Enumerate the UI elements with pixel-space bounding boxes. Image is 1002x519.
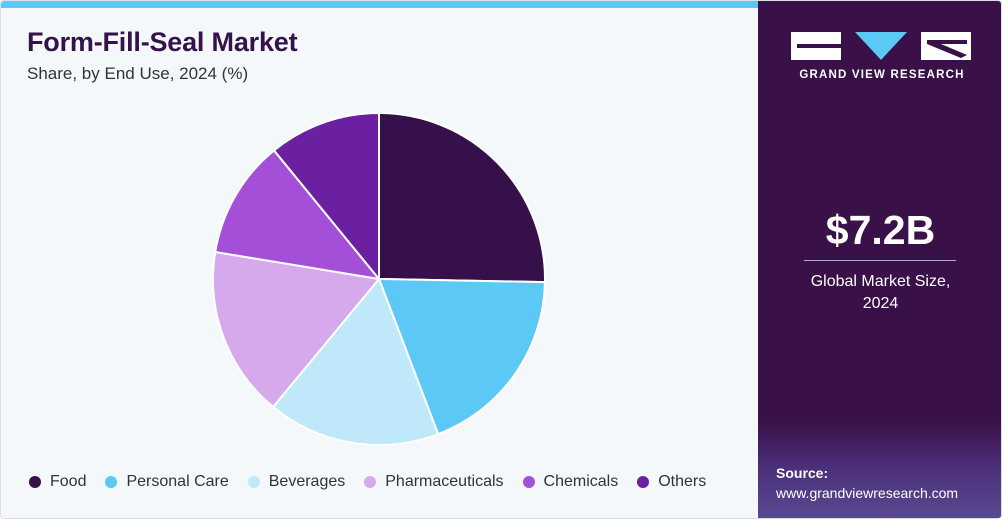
grand-view-research-logo-icon xyxy=(791,32,971,60)
legend-swatch xyxy=(522,476,535,488)
pie-slice-personal-care xyxy=(377,277,546,436)
legend-label: Pharmaceuticals xyxy=(385,473,504,490)
sidebar-gradient xyxy=(758,421,1001,518)
pie-slice-pharmaceuticals xyxy=(212,250,381,409)
sidebar-panel: GRAND VIEW RESEARCH $7.2B Global Market … xyxy=(758,1,1001,518)
market-size-value: $7.2B xyxy=(825,207,936,253)
market-size-label-line2: 2024 xyxy=(862,295,899,312)
source-label: Source: xyxy=(776,465,829,481)
chart-legend: Food Personal Care Beverages Pharmaceutical… xyxy=(29,473,725,491)
divider xyxy=(804,260,956,261)
legend-swatch xyxy=(105,476,118,488)
chart-panel: Form-Fill-Seal Market Share, by End Use,… xyxy=(1,1,758,518)
chart-subtitle: Share, by End Use, 2024 (%) xyxy=(27,64,249,83)
chart-title: Form-Fill-Seal Market xyxy=(27,27,298,57)
pie-slice-others xyxy=(272,111,380,282)
legend-label: Personal Care xyxy=(126,473,229,490)
legend-item-others: Others xyxy=(637,473,706,491)
logo-text: GRAND VIEW RESEARCH xyxy=(799,69,965,81)
legend-swatch xyxy=(247,476,260,488)
accent-bar xyxy=(1,1,758,8)
pie-slice-chemicals xyxy=(214,149,382,281)
market-size-label-line1: Global Market Size, xyxy=(810,273,951,290)
market-size-label: Global Market Size, 2024 xyxy=(758,271,1001,315)
legend-label: Chemicals xyxy=(543,473,619,490)
legend-label: Food xyxy=(50,473,87,490)
legend-item-food: Food xyxy=(29,473,86,491)
legend-item-personal-care: Personal Care xyxy=(105,473,229,491)
legend-item-pharmaceuticals: Pharmaceuticals xyxy=(364,473,504,491)
pie-chart xyxy=(212,111,546,446)
legend-label: Others xyxy=(658,473,707,490)
legend-swatch xyxy=(29,476,41,488)
legend-item-beverages: Beverages xyxy=(247,473,346,491)
pie-slice-beverages xyxy=(271,277,440,446)
legend-swatch xyxy=(637,476,650,488)
source-link[interactable]: www.grandviewresearch.com xyxy=(776,485,959,501)
pie-slice-food xyxy=(378,111,546,284)
legend-label: Beverages xyxy=(268,473,346,490)
legend-item-chemicals: Chemicals xyxy=(522,473,619,491)
legend-swatch xyxy=(364,476,377,488)
